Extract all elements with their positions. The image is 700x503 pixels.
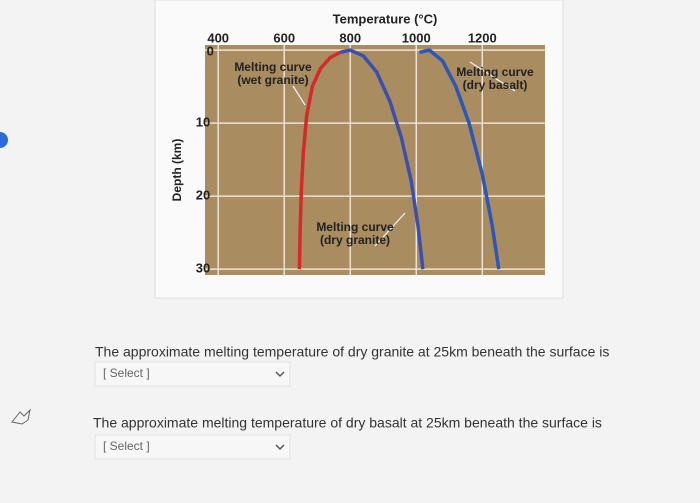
curve-label: Melting curve: [456, 65, 534, 79]
y-tick-label: 20: [196, 188, 210, 203]
question-text: The approximate melting temperature of d…: [95, 344, 609, 360]
curve-label: (dry basalt): [463, 78, 528, 92]
label-leader: [469, 61, 516, 92]
select-box[interactable]: [94, 361, 291, 387]
curve-label: (wet granite): [237, 73, 308, 87]
melting-curve: [419, 48, 501, 270]
x-tick-label: 400: [207, 30, 229, 45]
curve-label: Melting curve: [234, 60, 312, 74]
y-tick-label: 30: [196, 261, 210, 276]
select-chevron[interactable]: [275, 371, 285, 378]
x-tick-label: 1200: [468, 30, 497, 45]
melting-curve: [297, 50, 342, 270]
y-axis-title: Depth (km): [170, 139, 184, 202]
select-text[interactable]: [ Select ]: [103, 366, 150, 380]
cursor-icon: [11, 408, 31, 425]
x-tick-label: 1000: [402, 30, 431, 45]
select-text[interactable]: [ Select ]: [103, 439, 150, 453]
x-axis-title: Temperature (°C): [333, 11, 438, 26]
plot-area: [205, 45, 545, 275]
label-leader: [374, 212, 406, 247]
curve-label: (dry granite): [320, 233, 390, 247]
question-text: The approximate melting temperature of d…: [93, 415, 602, 431]
y-tick-label: 0: [207, 44, 214, 59]
x-tick-label: 600: [273, 30, 295, 45]
x-tick-label: 800: [339, 30, 361, 45]
select-chevron[interactable]: [275, 444, 285, 451]
melting-curve: [339, 48, 425, 270]
label-leader: [292, 85, 306, 106]
side-marker: [0, 132, 8, 148]
select-box[interactable]: [94, 434, 291, 460]
y-tick-label: 10: [196, 115, 210, 130]
curve-label: Melting curve: [316, 220, 394, 234]
